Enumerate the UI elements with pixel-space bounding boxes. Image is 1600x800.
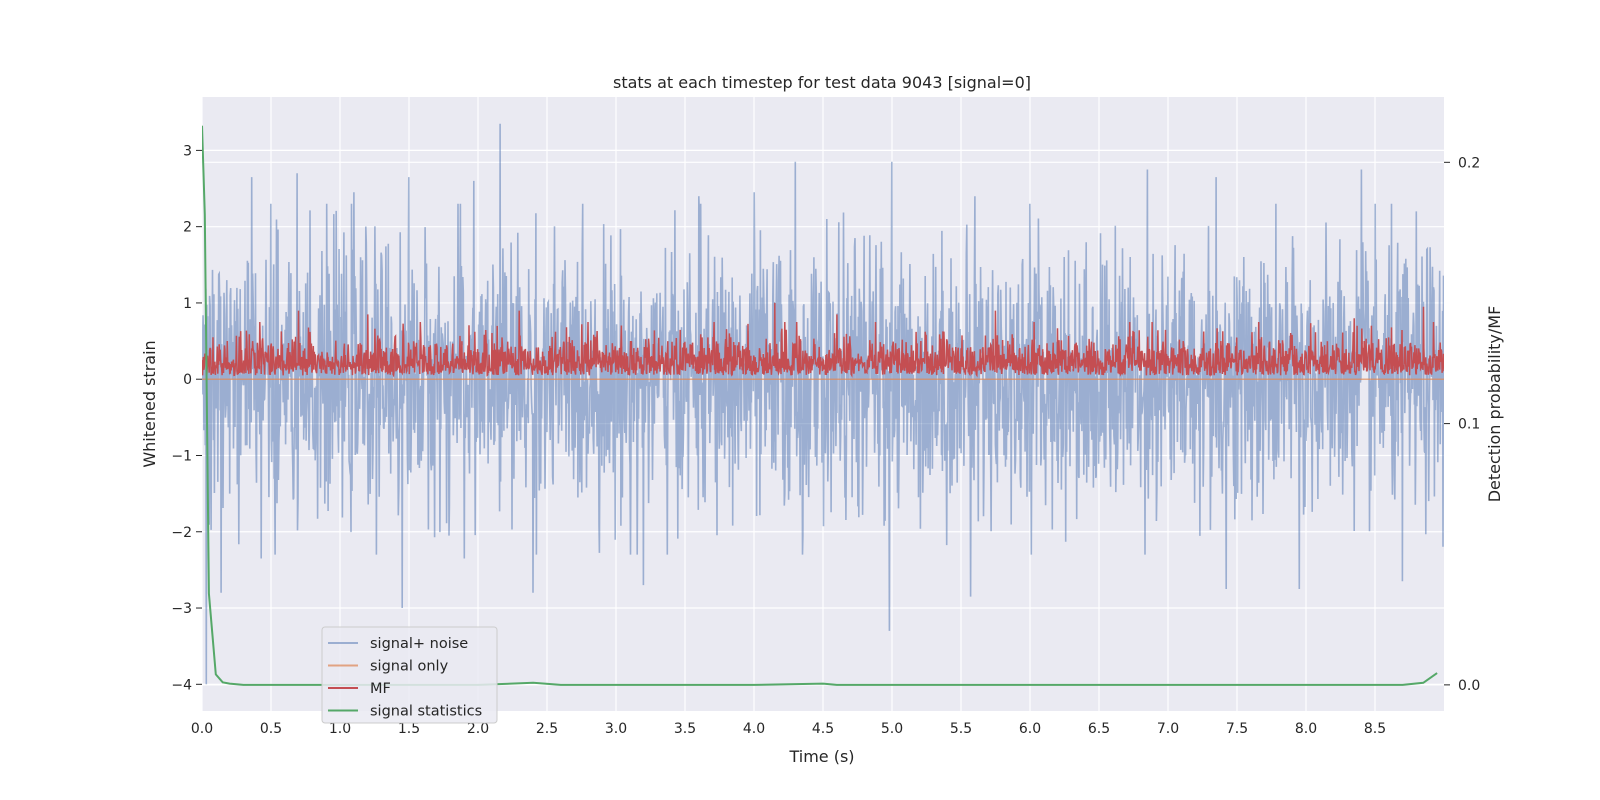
x-tick-label: 6.0	[1019, 721, 1041, 737]
legend-label: signal+ noise	[370, 636, 468, 652]
series-mf-line	[202, 302, 1444, 378]
legend-label: MF	[370, 681, 391, 697]
y-tick-label: 3	[183, 143, 192, 159]
y-tick-label: −3	[171, 601, 192, 617]
x-tick-label: 2.0	[467, 721, 489, 737]
legend: signal+ noise signal only MF signal statist…	[321, 626, 498, 724]
series-signal-statistics-line	[202, 125, 1438, 686]
y-axis-label: Whitened strain	[140, 340, 159, 467]
x-tick-label: 1.5	[398, 721, 420, 737]
x-tick-label: 3.5	[674, 721, 696, 737]
series-layer	[202, 123, 1444, 686]
x-tick-label: 5.5	[950, 721, 972, 737]
y-tick-label: −1	[171, 448, 192, 464]
x-tick-label: 0.5	[260, 721, 282, 737]
x-tick-label: 0.0	[191, 721, 213, 737]
x-tick-label: 1.0	[329, 721, 351, 737]
x-tick-label: 4.0	[743, 721, 765, 737]
x-tick-label: 2.5	[536, 721, 558, 737]
y-tick-label: 2	[183, 220, 192, 236]
x-tick-label: 3.0	[605, 721, 627, 737]
x-tick-label: 8.0	[1295, 721, 1317, 737]
axes: 0.0 0.5 1.0 1.5 2.0 2.5 3.0 3.5 4.0 4.5 5.0 5.5 6.0 6…	[171, 143, 1480, 737]
x-tick-label: 4.5	[812, 721, 834, 737]
x-tick-label: 7.5	[1226, 721, 1248, 737]
y-right-tick-label: 0.1	[1458, 417, 1480, 433]
legend-box	[321, 626, 498, 724]
y-tick-label: −2	[171, 525, 192, 541]
legend-label: signal only	[370, 659, 449, 675]
y-axis-label-right: Detection probability/MF	[1485, 306, 1504, 503]
x-tick-label: 8.5	[1364, 721, 1386, 737]
x-axis-label: Time (s)	[788, 747, 854, 766]
y-tick-label: 0	[183, 372, 192, 388]
y-tick-label: 1	[183, 296, 192, 312]
x-tick-label: 7.0	[1157, 721, 1179, 737]
series-signal-noise-line	[202, 123, 1444, 685]
x-tick-label: 5.0	[881, 721, 903, 737]
y-tick-label: −4	[171, 677, 192, 693]
chart-title: stats at each timestep for test data 904…	[613, 73, 1031, 92]
y-right-tick-label: 0.0	[1458, 678, 1480, 694]
y-right-tick-label: 0.2	[1458, 155, 1480, 171]
legend-label: signal statistics	[370, 704, 482, 720]
x-tick-label: 6.5	[1088, 721, 1110, 737]
